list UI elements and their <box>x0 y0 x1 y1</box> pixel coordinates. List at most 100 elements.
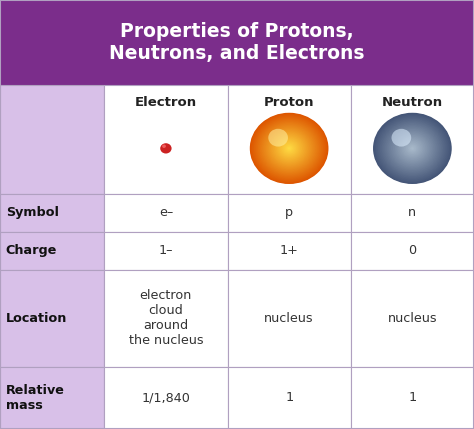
Circle shape <box>277 137 301 160</box>
Circle shape <box>273 133 306 163</box>
Circle shape <box>270 131 308 166</box>
Circle shape <box>281 141 298 156</box>
Circle shape <box>404 141 421 156</box>
Circle shape <box>258 120 320 177</box>
Circle shape <box>401 138 424 159</box>
Circle shape <box>256 119 322 178</box>
Circle shape <box>285 145 293 152</box>
Circle shape <box>284 144 294 153</box>
Circle shape <box>389 127 436 170</box>
Circle shape <box>383 122 441 175</box>
Circle shape <box>378 118 447 179</box>
Circle shape <box>373 113 452 184</box>
Text: 1: 1 <box>285 391 293 404</box>
Circle shape <box>385 124 440 173</box>
Bar <box>228 367 351 429</box>
Circle shape <box>411 147 414 150</box>
Bar <box>0 0 474 85</box>
Circle shape <box>275 135 303 161</box>
Bar <box>228 85 351 194</box>
Circle shape <box>260 122 319 175</box>
Bar <box>104 367 228 429</box>
Circle shape <box>392 130 433 167</box>
Circle shape <box>265 127 313 170</box>
Bar <box>0 85 104 194</box>
Circle shape <box>392 130 432 166</box>
Text: Properties of Protons,
Neutrons, and Electrons: Properties of Protons, Neutrons, and Ele… <box>109 22 365 63</box>
Circle shape <box>387 126 438 171</box>
Circle shape <box>273 134 305 163</box>
Circle shape <box>380 119 445 178</box>
Circle shape <box>405 142 419 155</box>
Circle shape <box>272 133 306 164</box>
Circle shape <box>272 133 307 164</box>
Circle shape <box>409 145 416 151</box>
Bar <box>228 194 351 232</box>
Circle shape <box>286 146 292 151</box>
Circle shape <box>383 122 442 175</box>
Bar <box>0 367 104 429</box>
Circle shape <box>262 124 316 173</box>
Circle shape <box>396 133 429 163</box>
Circle shape <box>269 130 309 166</box>
Circle shape <box>402 139 423 158</box>
Circle shape <box>261 123 317 174</box>
Text: Location: Location <box>6 312 67 325</box>
Circle shape <box>407 143 418 154</box>
Circle shape <box>279 139 300 158</box>
Circle shape <box>376 116 448 181</box>
Circle shape <box>262 124 317 173</box>
Circle shape <box>410 146 415 151</box>
Circle shape <box>401 138 424 158</box>
Circle shape <box>410 147 414 150</box>
Circle shape <box>286 145 292 151</box>
Circle shape <box>395 133 430 164</box>
Circle shape <box>409 145 416 152</box>
Circle shape <box>289 148 290 149</box>
Circle shape <box>381 120 444 177</box>
Bar <box>228 270 351 367</box>
Text: nucleus: nucleus <box>264 312 314 325</box>
Circle shape <box>255 118 323 179</box>
Text: 1–: 1– <box>159 244 173 257</box>
Circle shape <box>382 121 443 175</box>
Circle shape <box>376 115 449 181</box>
Circle shape <box>254 116 325 181</box>
Circle shape <box>271 132 308 165</box>
Circle shape <box>395 133 429 164</box>
Circle shape <box>402 139 422 157</box>
Circle shape <box>162 145 166 148</box>
Circle shape <box>260 122 318 175</box>
Bar <box>228 232 351 270</box>
Circle shape <box>250 113 328 184</box>
Circle shape <box>386 125 438 172</box>
Circle shape <box>255 118 323 178</box>
Circle shape <box>388 127 437 170</box>
Circle shape <box>265 127 313 170</box>
Circle shape <box>264 125 315 172</box>
Circle shape <box>275 136 303 161</box>
Circle shape <box>267 129 311 168</box>
Circle shape <box>407 144 418 153</box>
Text: Symbol: Symbol <box>6 206 59 219</box>
Text: p: p <box>285 206 293 219</box>
Circle shape <box>382 121 443 176</box>
Circle shape <box>398 135 427 161</box>
Circle shape <box>397 135 428 162</box>
Circle shape <box>403 140 421 157</box>
Circle shape <box>250 113 328 183</box>
Circle shape <box>404 141 420 155</box>
Circle shape <box>378 117 447 180</box>
Circle shape <box>393 131 431 166</box>
Circle shape <box>380 119 445 178</box>
Circle shape <box>276 136 302 160</box>
Text: 0: 0 <box>408 244 417 257</box>
Circle shape <box>406 142 419 154</box>
Circle shape <box>284 144 294 153</box>
Circle shape <box>392 129 411 147</box>
Circle shape <box>253 116 325 181</box>
Circle shape <box>399 136 426 161</box>
Circle shape <box>375 115 450 182</box>
Circle shape <box>412 148 413 149</box>
Bar <box>351 367 474 429</box>
